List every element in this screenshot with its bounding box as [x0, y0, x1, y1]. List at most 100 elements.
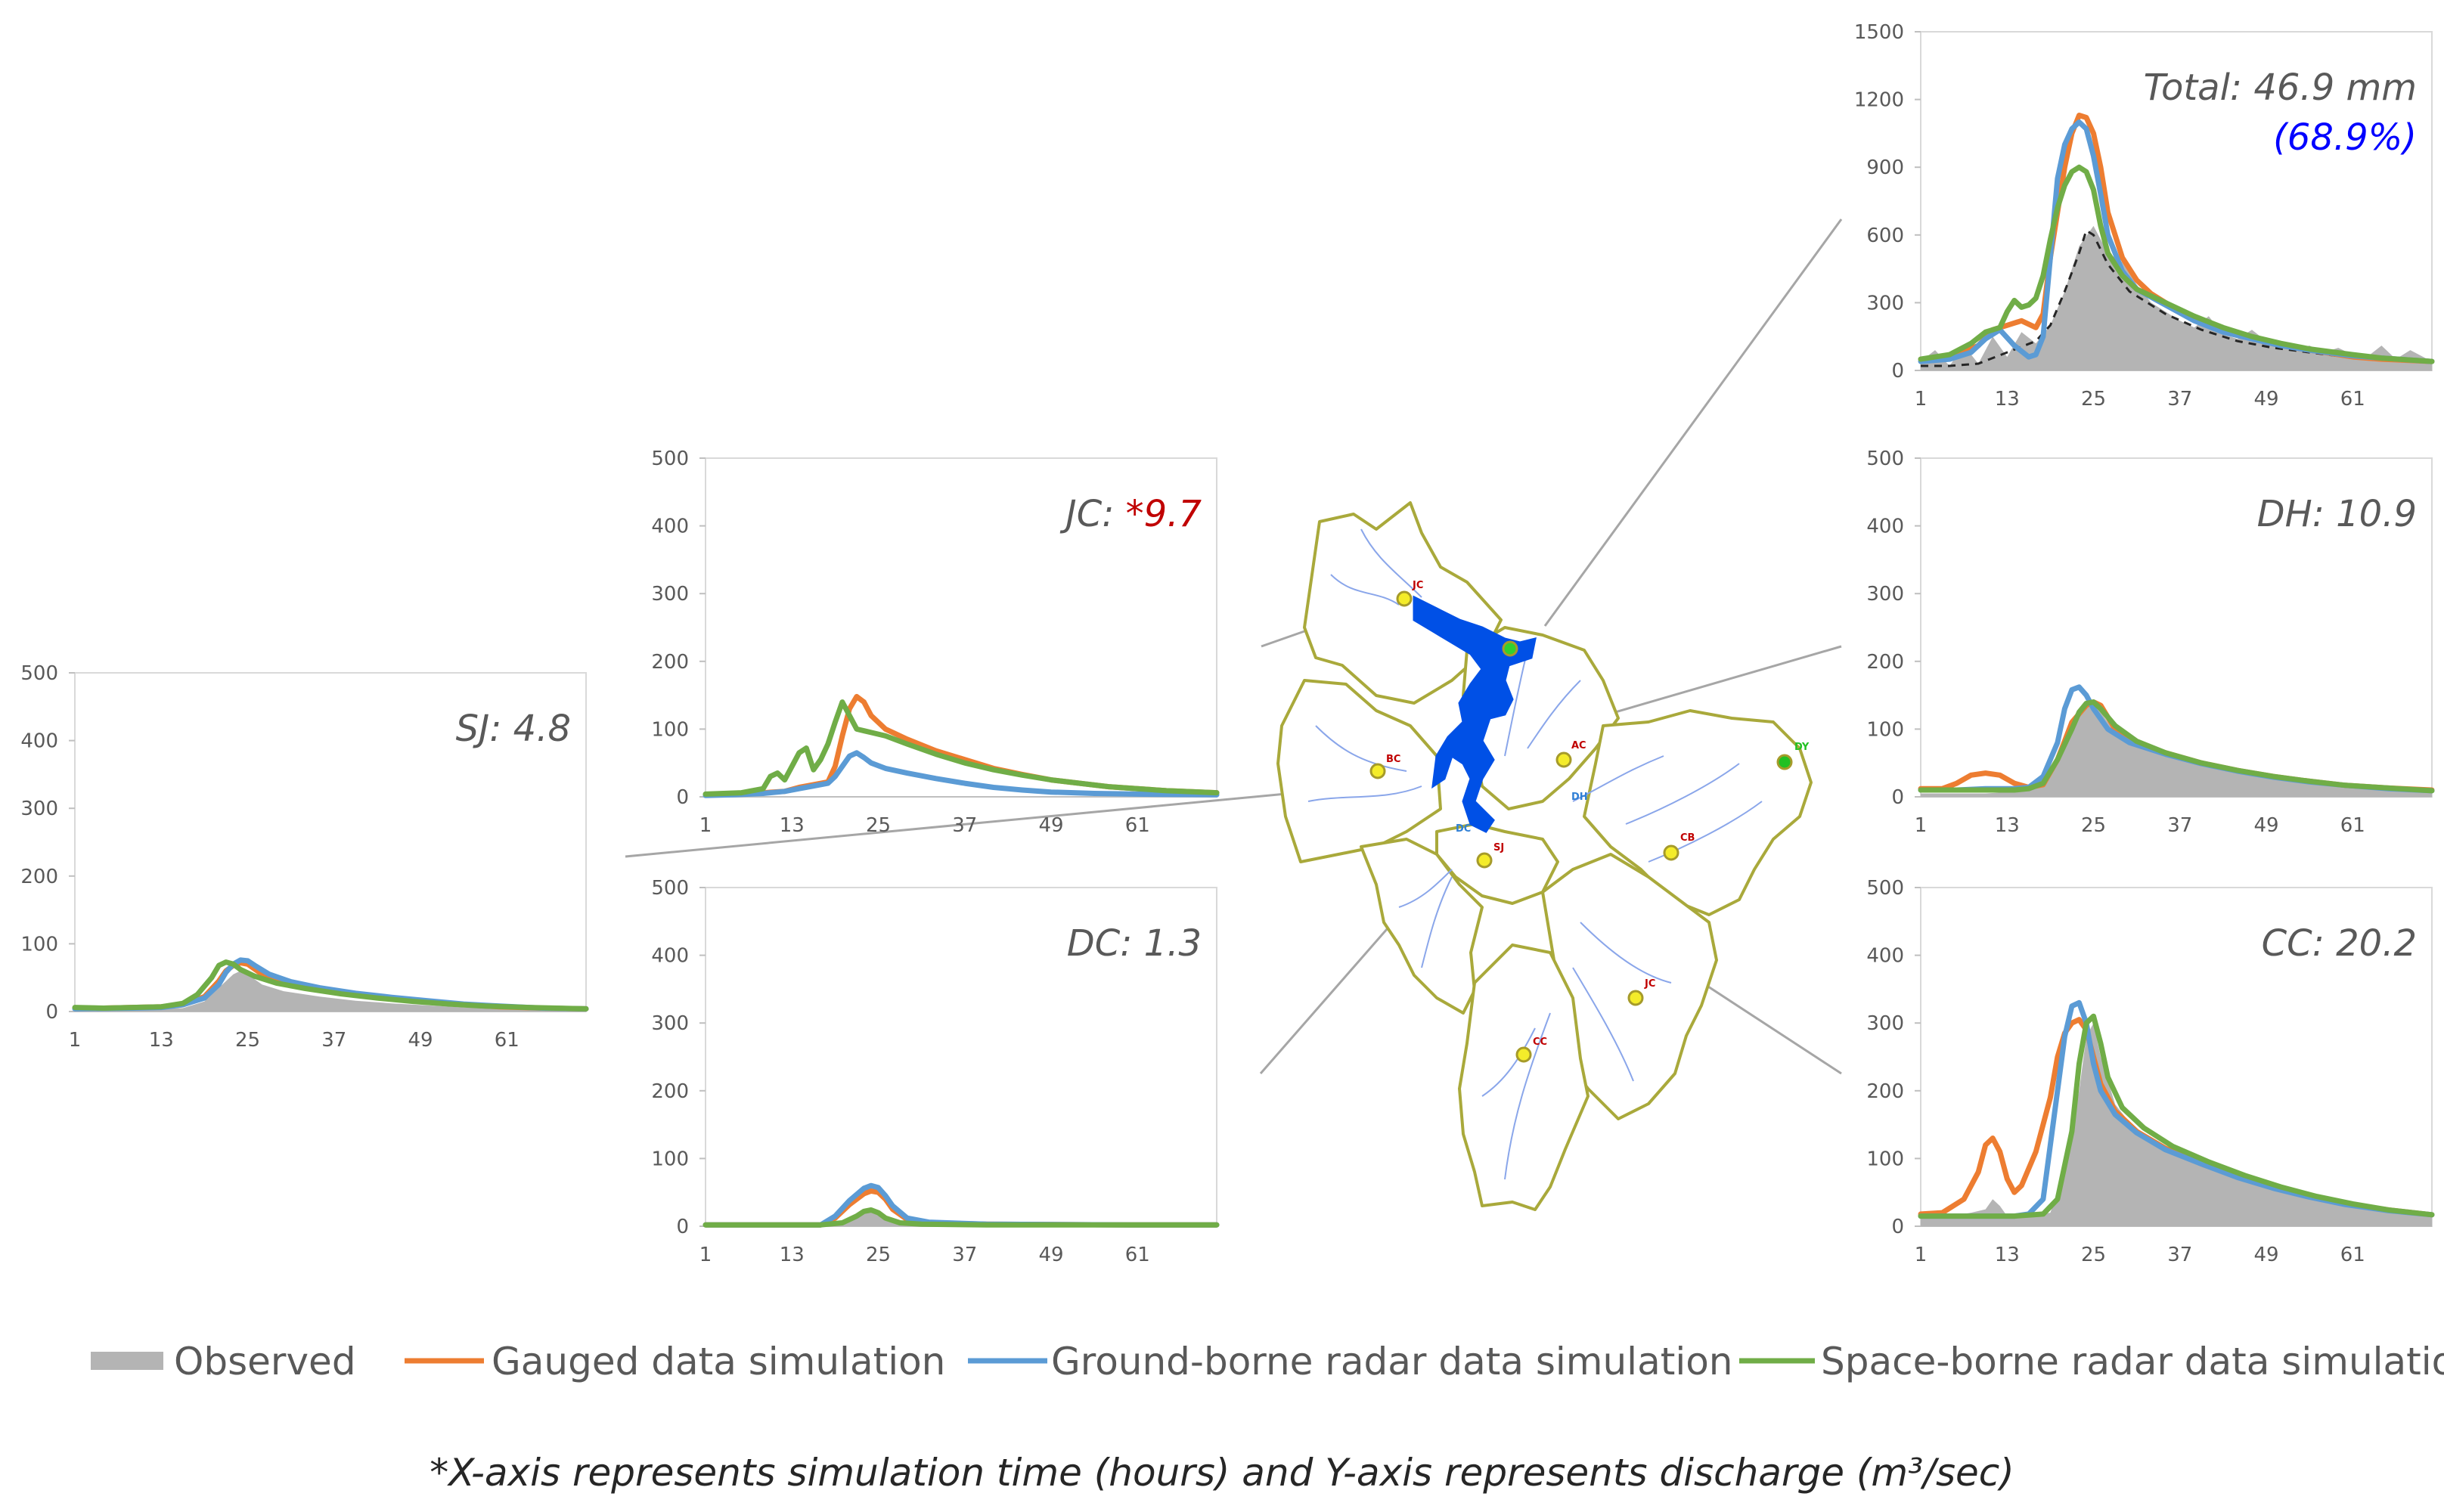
y-tick-label: 200 [1866, 1080, 1904, 1103]
x-tick-label: 13 [780, 1244, 805, 1266]
x-tick-label: 1 [69, 1029, 82, 1052]
y-tick-label: 200 [651, 1080, 689, 1103]
chart-cc: 0 100 200 300 400 500 1 13 25 37 49 61 CC: 20.2 [1866, 877, 2435, 1266]
series-space-radar-line [702, 699, 1220, 797]
legend-label-observed: Observed [174, 1340, 356, 1383]
panel-label-cc: CC: 20.2 [2262, 922, 2417, 965]
y-tick-label: 300 [20, 798, 58, 820]
y-tick-label: 100 [651, 718, 689, 741]
station-jg [1627, 990, 1644, 1006]
x-tick-label: 25 [866, 814, 891, 837]
y-tick-label: 400 [651, 516, 689, 538]
station-label: CC [1533, 1036, 1547, 1048]
x-tick-label: 49 [2253, 388, 2278, 411]
chart-dc: 0 100 200 300 400 500 1 13 25 37 49 61 DC: 1.3 [651, 877, 1220, 1266]
x-tick-label: 61 [1125, 1244, 1150, 1266]
y-tick-label: 900 [1866, 156, 1904, 179]
x-tick-label: 13 [1995, 388, 2020, 411]
legend-label-gauged: Gauged data simulation [492, 1340, 945, 1383]
station-cb [1663, 844, 1679, 861]
y-tick-label: 600 [1866, 225, 1904, 247]
station-label: DH [1571, 792, 1588, 803]
series-ground-radar-line [702, 750, 1220, 798]
x-tick-label: 13 [149, 1029, 174, 1052]
panel-label-dh: DH: 10.9 [2257, 493, 2417, 535]
x-tick-label: 1 [699, 814, 712, 837]
y-tick-label: 300 [651, 583, 689, 606]
x-tick-label: 37 [952, 814, 977, 837]
station-label: SJ [1493, 842, 1504, 854]
y-tick-label: 0 [676, 786, 689, 809]
y-tick-label: 1500 [1854, 21, 1904, 44]
x-tick-label: 61 [2340, 1244, 2365, 1266]
subbasin-dc [1360, 838, 1484, 1015]
station-jc [1396, 590, 1413, 607]
y-tick-label: 200 [20, 866, 58, 888]
watershed-map: JC BC AC DH CB SJ DC JC CC DY [1276, 501, 1813, 1211]
chart-dh: 0 100 200 300 400 500 1 13 25 37 49 61 DH: 10.9 [1866, 448, 2435, 837]
x-tick-label: 37 [321, 1029, 346, 1052]
y-tick-label: 300 [1866, 583, 1904, 606]
y-tick-label: 100 [20, 933, 58, 956]
x-tick-label: 25 [2081, 388, 2106, 411]
station-label: DC [1456, 823, 1471, 835]
x-tick-label: 1 [1915, 388, 1928, 411]
station-label: CB [1680, 832, 1695, 844]
legend-label-ground-radar: Ground-borne radar data simulation [1051, 1340, 1733, 1383]
y-tick-label: 300 [1866, 292, 1904, 314]
series-space-radar-line [1918, 699, 2435, 794]
panel-label-percent: (68.9%) [2273, 116, 2417, 159]
gauge-stations [1369, 590, 1793, 1063]
station-ac [1555, 751, 1572, 768]
panel-label-name: CC: 20.2 [2262, 922, 2417, 965]
x-tick-label: 1 [1915, 814, 1928, 837]
x-tick-label: 25 [2081, 814, 2106, 837]
y-tick-label: 100 [1866, 718, 1904, 741]
series-observed-area [1921, 702, 2432, 797]
x-tick-label: 1 [1915, 1244, 1928, 1266]
station-label: JC [1644, 978, 1655, 990]
x-tick-label: 49 [2253, 814, 2278, 837]
y-tick-label: 300 [1866, 1012, 1904, 1035]
station-labels: JC BC AC DH CB SJ DC JC CC DY [1386, 580, 1810, 1048]
x-tick-label: 13 [1995, 1244, 2020, 1266]
station-dam [1502, 640, 1518, 657]
x-tick-label: 61 [2340, 388, 2365, 411]
chart-jc: 0 100 200 300 400 500 1 13 25 37 49 61 JC: *9.7 [651, 448, 1220, 837]
subbasin-bc [1276, 679, 1442, 863]
connector-jc [625, 782, 1398, 858]
y-tick-label: 0 [1891, 1216, 1904, 1238]
panel-label-jc: JC: *9.7 [1060, 493, 1202, 535]
y-tick-label: 0 [45, 1001, 58, 1024]
y-tick-label: 400 [1866, 945, 1904, 968]
chart-total: 0 300 600 900 1200 1500 1 13 25 37 49 61 Total: 46.9… [1854, 21, 2435, 411]
panel-label-value: *9.7 [1126, 493, 1202, 535]
y-tick-label: 500 [1866, 877, 1904, 900]
y-tick-label: 500 [651, 877, 689, 900]
panel-label-name: JC: [1060, 493, 1126, 535]
x-tick-label: 1 [699, 1244, 712, 1266]
series-ground-radar-line [702, 1182, 1220, 1228]
panel-label-total: Total: 46.9 mm [2144, 67, 2417, 109]
subbasin-cc [1458, 943, 1590, 1211]
x-tick-label: 49 [408, 1029, 433, 1052]
station-label: BC [1386, 754, 1400, 765]
x-tick-label: 37 [952, 1244, 977, 1266]
legend-swatch-observed [91, 1352, 163, 1370]
y-tick-label: 200 [651, 651, 689, 674]
station-label: AC [1571, 740, 1586, 751]
y-tick-label: 500 [1866, 448, 1904, 470]
y-tick-label: 0 [1891, 786, 1904, 809]
series-space-radar-line [702, 1207, 1220, 1228]
x-tick-label: 25 [866, 1244, 891, 1266]
station-label: JC [1412, 580, 1423, 591]
panel-label-dc: DC: 1.3 [1067, 922, 1202, 965]
connector-total [1543, 218, 1843, 627]
y-tick-label: 500 [651, 448, 689, 470]
x-tick-label: 37 [2167, 814, 2192, 837]
x-tick-label: 61 [1125, 814, 1150, 837]
station-bc [1369, 763, 1386, 779]
panel-label-name: DH: 10.9 [2257, 493, 2417, 535]
